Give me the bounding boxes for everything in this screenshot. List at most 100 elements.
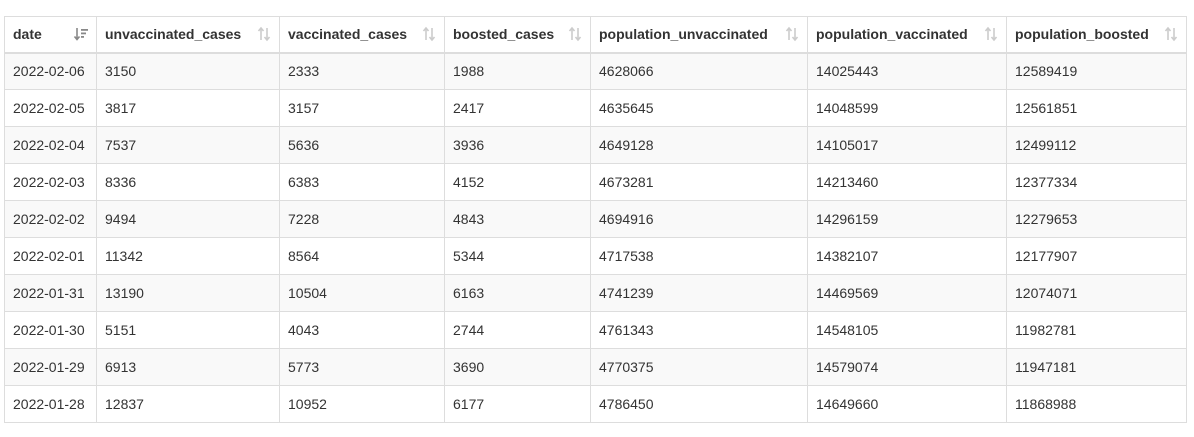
table-cell-vaccinated-cases: 6383 (279, 163, 445, 201)
table-row: 2022-02-04 7537 5636 3936 4649128 14105017 124… (4, 126, 1187, 164)
table-body: 2022-02-06 3150 2333 1988 4628066 14025443 125… (4, 52, 1187, 423)
table-cell-population-unvaccinated: 4649128 (590, 126, 808, 164)
table-row: 2022-01-31 13190 10504 6163 4741239 14469569 1… (4, 274, 1187, 312)
table-cell-date: 2022-01-30 (4, 311, 97, 349)
table-cell-population-vaccinated: 14296159 (807, 200, 1007, 238)
table-cell-date: 2022-01-29 (4, 348, 97, 386)
table-cell-population-boosted: 11947181 (1006, 348, 1187, 386)
table-cell-boosted-cases: 4843 (444, 200, 591, 238)
data-table-container: date unvaccinated_cases vaccinated_cases bo… (4, 16, 1187, 423)
table-cell-vaccinated-cases: 10504 (279, 274, 445, 312)
table-cell-population-unvaccinated: 4628066 (590, 52, 808, 90)
sort-icon[interactable] (567, 26, 583, 42)
table-cell-population-vaccinated: 14382107 (807, 237, 1007, 275)
table-row: 2022-02-03 8336 6383 4152 4673281 14213460 123… (4, 163, 1187, 201)
table-cell-population-unvaccinated: 4741239 (590, 274, 808, 312)
table-cell-date: 2022-02-05 (4, 89, 97, 127)
column-header-label: population_vaccinated (816, 26, 968, 43)
table-cell-population-vaccinated: 14649660 (807, 385, 1007, 423)
table-cell-vaccinated-cases: 5636 (279, 126, 445, 164)
table-cell-population-vaccinated: 14213460 (807, 163, 1007, 201)
table-cell-unvaccinated-cases: 3150 (96, 52, 280, 90)
table-cell-boosted-cases: 3690 (444, 348, 591, 386)
table-cell-boosted-cases: 2744 (444, 311, 591, 349)
column-header-label: population_unvaccinated (599, 26, 768, 43)
table-cell-boosted-cases: 5344 (444, 237, 591, 275)
table-cell-date: 2022-02-01 (4, 237, 97, 275)
column-header-label: unvaccinated_cases (105, 26, 242, 43)
table-row: 2022-01-29 6913 5773 3690 4770375 14579074 119… (4, 348, 1187, 386)
column-header-label: vaccinated_cases (288, 26, 408, 43)
table-cell-unvaccinated-cases: 11342 (96, 237, 280, 275)
table-cell-population-vaccinated: 14105017 (807, 126, 1007, 164)
table-cell-population-boosted: 12279653 (1006, 200, 1187, 238)
table-cell-population-boosted: 12377334 (1006, 163, 1187, 201)
table-cell-population-vaccinated: 14469569 (807, 274, 1007, 312)
table-header: date unvaccinated_cases vaccinated_cases bo… (4, 16, 1187, 54)
column-header-label: date (13, 26, 42, 43)
column-header-population-boosted[interactable]: population_boosted (1006, 16, 1187, 54)
table-cell-unvaccinated-cases: 5151 (96, 311, 280, 349)
table-cell-vaccinated-cases: 4043 (279, 311, 445, 349)
table-cell-population-unvaccinated: 4717538 (590, 237, 808, 275)
table-cell-vaccinated-cases: 10952 (279, 385, 445, 423)
column-header-population-unvaccinated[interactable]: population_unvaccinated (590, 16, 808, 54)
sort-icon[interactable] (421, 26, 437, 42)
sort-icon[interactable] (1163, 26, 1179, 42)
column-header-label: boosted_cases (453, 26, 555, 43)
table-cell-date: 2022-02-03 (4, 163, 97, 201)
table-cell-boosted-cases: 1988 (444, 52, 591, 90)
table-row: 2022-02-01 11342 8564 5344 4717538 14382107 12… (4, 237, 1187, 275)
column-header-label: population_boosted (1015, 26, 1149, 43)
sort-descending-icon[interactable] (73, 26, 89, 42)
table-cell-population-vaccinated: 14548105 (807, 311, 1007, 349)
table-cell-boosted-cases: 2417 (444, 89, 591, 127)
table-cell-population-unvaccinated: 4761343 (590, 311, 808, 349)
table-row: 2022-02-05 3817 3157 2417 4635645 14048599 125… (4, 89, 1187, 127)
header-row: date unvaccinated_cases vaccinated_cases bo… (4, 16, 1187, 54)
column-header-date[interactable]: date (4, 16, 97, 54)
table-cell-date: 2022-02-04 (4, 126, 97, 164)
column-header-population-vaccinated[interactable]: population_vaccinated (807, 16, 1007, 54)
table-cell-population-unvaccinated: 4694916 (590, 200, 808, 238)
sort-icon[interactable] (256, 26, 272, 42)
table-cell-vaccinated-cases: 7228 (279, 200, 445, 238)
table-cell-unvaccinated-cases: 6913 (96, 348, 280, 386)
table-cell-date: 2022-02-02 (4, 200, 97, 238)
table-cell-vaccinated-cases: 8564 (279, 237, 445, 275)
table-cell-population-unvaccinated: 4770375 (590, 348, 808, 386)
table-cell-population-boosted: 12499112 (1006, 126, 1187, 164)
table-cell-population-boosted: 11868988 (1006, 385, 1187, 423)
column-header-unvaccinated-cases[interactable]: unvaccinated_cases (96, 16, 280, 54)
table-cell-population-vaccinated: 14579074 (807, 348, 1007, 386)
sort-icon[interactable] (784, 26, 800, 42)
table-cell-population-boosted: 12561851 (1006, 89, 1187, 127)
table-cell-date: 2022-01-28 (4, 385, 97, 423)
table-cell-boosted-cases: 4152 (444, 163, 591, 201)
table-cell-population-unvaccinated: 4635645 (590, 89, 808, 127)
table-cell-population-unvaccinated: 4673281 (590, 163, 808, 201)
data-table: date unvaccinated_cases vaccinated_cases bo… (4, 16, 1187, 423)
table-cell-date: 2022-02-06 (4, 52, 97, 90)
table-row: 2022-02-06 3150 2333 1988 4628066 14025443 125… (4, 52, 1187, 90)
table-cell-vaccinated-cases: 3157 (279, 89, 445, 127)
table-row: 2022-01-30 5151 4043 2744 4761343 14548105 119… (4, 311, 1187, 349)
table-cell-unvaccinated-cases: 8336 (96, 163, 280, 201)
column-header-boosted-cases[interactable]: boosted_cases (444, 16, 591, 54)
table-row: 2022-02-02 9494 7228 4843 4694916 14296159 122… (4, 200, 1187, 238)
table-cell-population-boosted: 12589419 (1006, 52, 1187, 90)
table-cell-population-vaccinated: 14025443 (807, 52, 1007, 90)
table-cell-date: 2022-01-31 (4, 274, 97, 312)
table-cell-unvaccinated-cases: 12837 (96, 385, 280, 423)
table-cell-population-boosted: 12074071 (1006, 274, 1187, 312)
table-row: 2022-01-28 12837 10952 6177 4786450 14649660 1… (4, 385, 1187, 423)
table-cell-unvaccinated-cases: 3817 (96, 89, 280, 127)
table-cell-boosted-cases: 6177 (444, 385, 591, 423)
column-header-vaccinated-cases[interactable]: vaccinated_cases (279, 16, 445, 54)
sort-icon[interactable] (983, 26, 999, 42)
table-cell-vaccinated-cases: 5773 (279, 348, 445, 386)
table-cell-boosted-cases: 3936 (444, 126, 591, 164)
table-cell-boosted-cases: 6163 (444, 274, 591, 312)
table-cell-population-boosted: 12177907 (1006, 237, 1187, 275)
table-cell-unvaccinated-cases: 7537 (96, 126, 280, 164)
